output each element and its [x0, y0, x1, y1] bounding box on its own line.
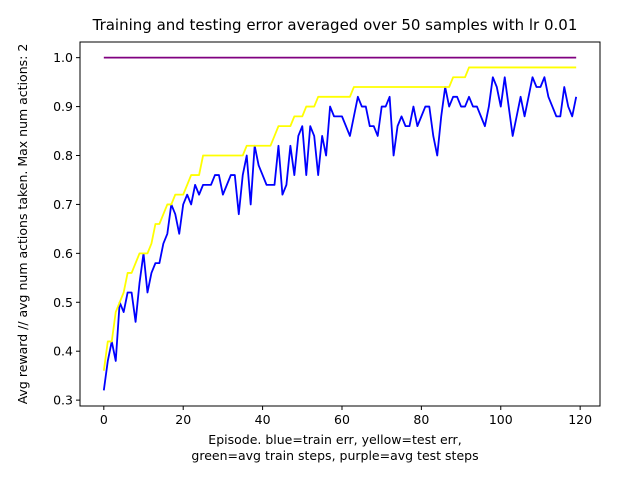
x-axis-ticks: 0 20 40 60 80 100 120	[100, 406, 592, 427]
x-tick-label: 100	[489, 412, 513, 427]
plot-lines	[102, 56, 578, 391]
x-tick-label: 120	[568, 412, 592, 427]
y-tick-label: 0.5	[53, 295, 73, 310]
y-tick-label: 0.4	[53, 344, 73, 359]
y-tick-label: 0.3	[53, 393, 73, 408]
x-axis-label-line-1: Episode. blue=train err, yellow=test err…	[208, 432, 461, 447]
x-axis-label-line-2: green=avg train steps, purple=avg test s…	[191, 448, 478, 463]
y-tick-label: 0.7	[53, 197, 73, 212]
x-tick-label: 40	[255, 412, 271, 427]
y-axis-ticks: 0.3 0.4 0.5 0.6 0.7 0.8 0.9 1.0	[53, 50, 80, 408]
x-tick-label: 60	[334, 412, 350, 427]
chart-title: Training and testing error averaged over…	[92, 16, 578, 34]
x-tick-label: 0	[100, 412, 108, 427]
series-line-1	[102, 76, 578, 391]
y-axis-label: Avg reward // avg num actions taken. Max…	[15, 44, 30, 405]
y-tick-label: 0.6	[53, 246, 73, 261]
y-tick-label: 1.0	[53, 50, 73, 65]
series-line-2	[102, 66, 577, 371]
x-tick-label: 20	[175, 412, 191, 427]
plot-frame	[79, 41, 601, 407]
x-tick-label: 80	[413, 412, 429, 427]
y-tick-label: 0.9	[53, 99, 73, 114]
y-tick-label: 0.8	[53, 148, 73, 163]
